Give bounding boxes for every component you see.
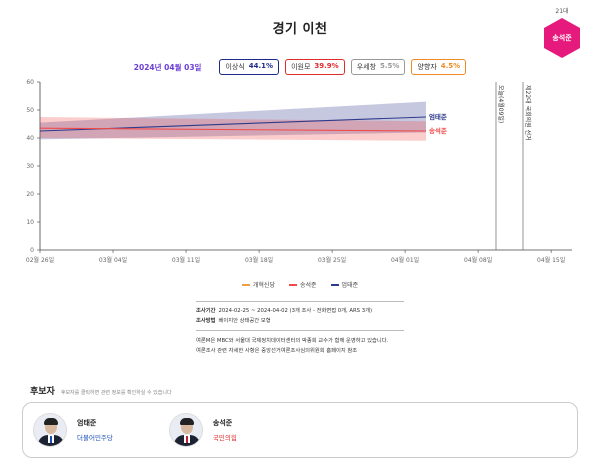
poll-summary-bar: 2024년 04월 03일 이상식 44.1% 이원모 39.9% 우세창 5.… — [0, 59, 600, 75]
note-line: 여론조사 관련 자세한 사항은 중앙선거여론조사심의위원회 홈페이지 참조 — [196, 347, 358, 354]
candidate-party: 더불어민주당 — [77, 434, 113, 442]
divider — [196, 330, 404, 331]
svg-text:엄태준: 엄태준 — [429, 112, 447, 121]
page-title: 경기 이천 — [272, 22, 328, 37]
chip-name: 이상식 — [225, 63, 245, 71]
legend-label: 개혁신당 — [252, 282, 275, 289]
svg-text:60: 60 — [26, 79, 34, 86]
survey-info: 조사기간 2024-02-25 ~ 2024-04-02 (3개 조사 - 전화… — [196, 301, 404, 356]
legend-item[interactable]: 송석준 — [288, 280, 317, 289]
district-badge: 21대 송석준 — [540, 6, 584, 58]
period-label: 조사기간 — [196, 308, 216, 314]
legend-swatch — [241, 283, 250, 286]
poll-date: 2024년 04월 03일 — [133, 62, 202, 72]
candidates-header: 후보자 후보자를 클릭하면 관련 정보를 확인하실 수 있습니다 — [30, 384, 172, 397]
svg-text:10: 10 — [26, 219, 34, 226]
candidate-avatar — [33, 413, 67, 447]
chart-canvas: 0 10 20 30 40 50 60 02월 26일 03월 04일 03월 11일 03월 18… — [26, 79, 572, 264]
candidate-avatar — [168, 413, 203, 447]
svg-text:40: 40 — [26, 135, 34, 142]
candidate-item[interactable]: 엄태준 더불어민주당 — [33, 413, 113, 447]
chart-legend: 개혁신당 송석준 엄태준 — [0, 280, 600, 289]
legend-label: 송석준 — [299, 282, 317, 289]
incumbent-hex-badge[interactable]: 송석준 — [544, 18, 580, 58]
svg-text:50: 50 — [26, 107, 34, 114]
svg-text:20: 20 — [26, 191, 34, 198]
svg-text:04월 01일: 04월 01일 — [391, 256, 419, 264]
svg-text:03월 11일: 03월 11일 — [172, 256, 200, 264]
divider — [196, 301, 404, 302]
svg-text:03월 04일: 03월 04일 — [99, 256, 127, 264]
chip-pct: 39.9% — [314, 62, 339, 70]
chip-pct: 44.1% — [248, 62, 274, 70]
svg-text:04월 08일: 04월 08일 — [464, 256, 492, 264]
chip-name: 이원모 — [291, 63, 311, 71]
period-value: 2024-02-25 ~ 2024-04-02 (3개 조사 - 전화면접 0개… — [218, 308, 373, 314]
legend-item[interactable]: 엄태준 — [330, 280, 359, 289]
svg-text:제22대 국회의원 선거: 제22대 국회의원 선거 — [524, 85, 532, 141]
svg-text:30: 30 — [26, 163, 34, 170]
chip-pct: 4.5% — [440, 62, 461, 70]
candidates-hint: 후보자를 클릭하면 관련 정보를 확인하실 수 있습니다 — [60, 390, 172, 396]
poll-chip[interactable]: 우세창 5.5% — [350, 59, 406, 75]
svg-text:0: 0 — [30, 247, 34, 254]
svg-text:오늘(4월09일): 오늘(4월09일) — [497, 85, 505, 123]
poll-chip[interactable]: 이원모 39.9% — [285, 59, 345, 75]
chip-name: 우세창 — [356, 63, 377, 71]
district-number: 21대 — [555, 8, 569, 15]
candidates-card: 엄태준 더불어민주당 송석준 국민의힘 — [22, 402, 578, 458]
candidate-name: 엄태준 — [77, 419, 97, 427]
method-value: 베이지안 상태공간 모형 — [218, 318, 271, 324]
svg-text:04월 15일: 04월 15일 — [537, 256, 565, 264]
note-line: 여론M은 MBC와 서울대 국제정치데이터센터의 박종희 교수가 함께 운영하고… — [196, 338, 389, 344]
svg-text:03월 18일: 03월 18일 — [245, 256, 273, 264]
incumbent-name: 송석준 — [552, 34, 572, 42]
method-label: 조사방법 — [196, 318, 216, 324]
chip-pct: 5.5% — [380, 62, 400, 70]
poll-chip[interactable]: 양향자 4.5% — [411, 59, 467, 75]
legend-swatch — [330, 283, 339, 286]
svg-text:03월 25일: 03월 25일 — [318, 256, 346, 264]
chip-name: 양향자 — [417, 63, 437, 71]
candidate-party: 국민의힘 — [212, 434, 237, 442]
legend-item[interactable]: 개혁신당 — [241, 280, 275, 289]
candidate-item[interactable]: 송석준 국민의힘 — [168, 413, 237, 447]
svg-text:송석준: 송석준 — [429, 126, 447, 135]
candidate-name: 송석준 — [212, 419, 233, 427]
svg-text:02월 26일: 02월 26일 — [26, 256, 54, 264]
poll-chip[interactable]: 이상식 44.1% — [219, 59, 280, 75]
legend-label: 엄태준 — [341, 282, 359, 289]
legend-swatch — [288, 283, 297, 286]
poll-trend-chart[interactable]: 0 10 20 30 40 50 60 02월 26일 03월 04일 03월 11일 03월 18… — [0, 75, 600, 275]
candidates-title: 후보자 — [30, 387, 55, 397]
